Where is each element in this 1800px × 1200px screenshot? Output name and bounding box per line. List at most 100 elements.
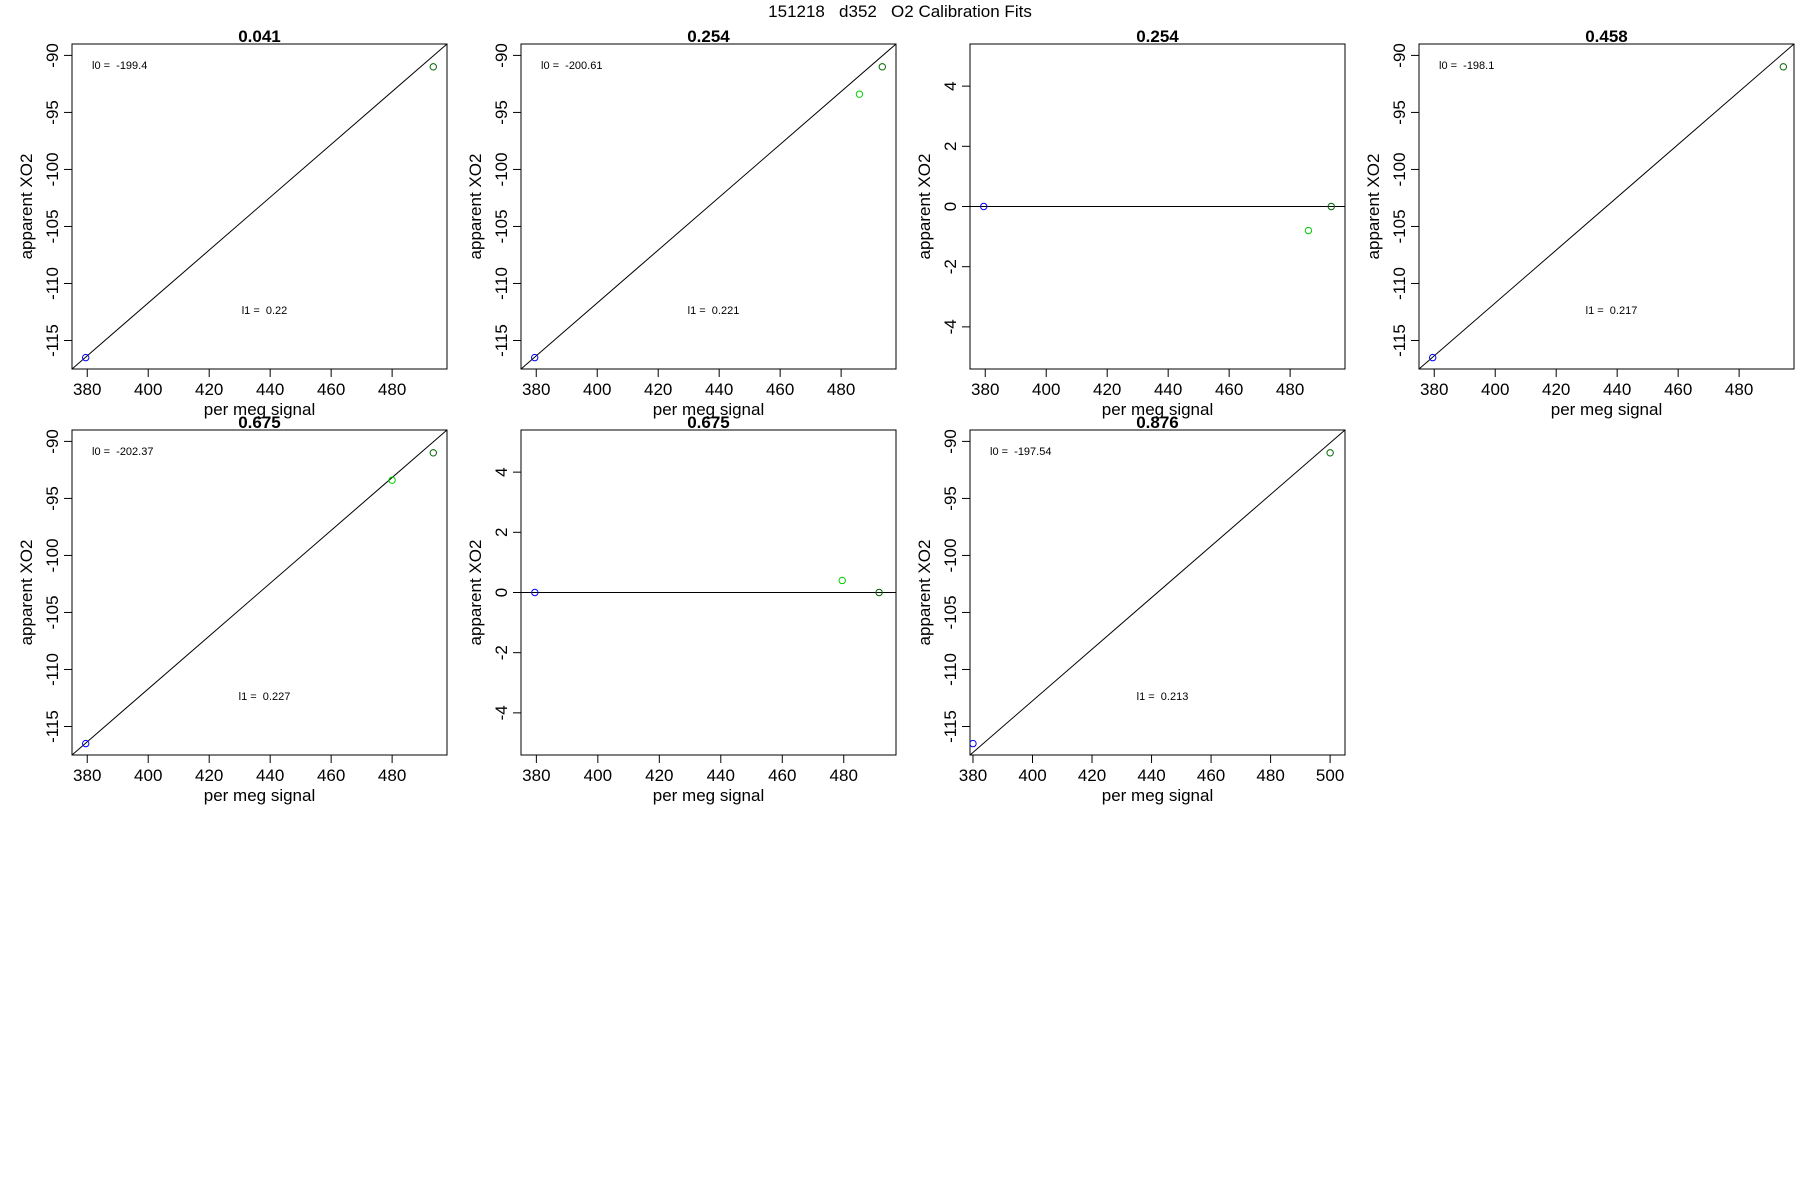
plot-content [521,44,896,369]
data-point [82,739,90,748]
x-tick-label: 380 [1420,380,1448,399]
x-tick-label: 400 [583,380,611,399]
y-tick-label: -2 [941,259,960,274]
x-tick-label: 400 [1481,380,1509,399]
y-tick-label: 4 [941,81,960,90]
y-tick-label: -90 [43,429,62,454]
y-tick-label: -115 [941,710,960,743]
y-axis-label: apparent XO2 [466,154,485,260]
data-point [531,353,539,362]
x-tick-label: 480 [830,766,858,785]
x-tick-label: 400 [584,766,612,785]
y-tick-label: -95 [43,100,62,125]
x-tick-label: 460 [317,380,345,399]
y-tick-label: -4 [492,705,511,720]
plot-content [521,576,896,597]
y-tick-label: -90 [492,43,511,68]
x-tick-label: 460 [766,380,794,399]
x-tick-label: 420 [1093,380,1121,399]
fit-line [1419,44,1794,369]
y-tick-label: -110 [43,653,62,686]
x-tick-label: 460 [317,766,345,785]
y-tick-label: -90 [43,43,62,68]
x-tick-label: 480 [378,380,406,399]
chart-panel-2: 0.254 380 400 420 440 460 480 per meg signal -90… [466,27,897,419]
y-axis-label: apparent XO2 [17,540,36,646]
data-point [980,202,988,211]
data-point [1304,226,1313,235]
x-tick-label: 400 [134,766,162,785]
x-tick-label: 380 [73,766,101,785]
fit-annotation: l1 = 0.217 [1586,305,1638,317]
y-tick-label: 0 [941,202,960,211]
x-tick-label: 440 [256,766,284,785]
x-tick-label: 440 [1154,380,1182,399]
plot-content [72,44,447,369]
y-tick-label: -95 [1390,100,1409,125]
y-tick-label: -105 [941,595,960,629]
data-point [1779,63,1788,71]
page-title-wrap: 151218 d352 O2 Calibration Fits [0,2,1800,22]
fit-annotation: l1 = 0.227 [239,691,291,703]
data-point [82,353,90,362]
data-point [878,63,886,71]
y-axis-label: apparent XO2 [915,154,934,260]
x-tick-label: 420 [1078,766,1106,785]
x-tick-label: 480 [1276,380,1304,399]
x-tick-label: 500 [1316,766,1344,785]
plot-content [970,202,1345,235]
x-axis-label: per meg signal [204,786,316,805]
y-tick-label: -105 [492,209,511,243]
y-tick-label: -105 [43,595,62,629]
fit-annotation: l0 = -199.4 [92,60,147,72]
chart-panel-7: 0.876 380 400 420 440 460 480 500 per meg signal… [915,413,1346,805]
x-tick-label: 420 [1542,380,1570,399]
y-tick-label: -95 [43,486,62,511]
y-tick-label: 0 [492,588,511,597]
y-tick-label: -2 [492,645,511,660]
x-tick-label: 480 [1256,766,1284,785]
chart-panel-5: 0.675 380 400 420 440 460 480 per meg signal -90… [17,413,448,805]
fit-annotation: l0 = -197.54 [990,446,1051,458]
x-tick-label: 420 [644,380,672,399]
fit-annotation: l0 = -198.1 [1439,60,1494,72]
x-tick-label: 380 [971,380,999,399]
fit-line [970,430,1345,755]
y-tick-label: -110 [1390,267,1409,300]
x-tick-label: 400 [134,380,162,399]
chart-title: 0.675 [238,413,281,432]
data-point [388,476,396,484]
data-point [531,588,539,597]
x-tick-label: 380 [73,380,101,399]
x-tick-label: 420 [195,766,223,785]
x-axis-label: per meg signal [653,400,765,419]
x-tick-label: 460 [1197,766,1225,785]
y-tick-label: -100 [941,538,960,572]
x-tick-label: 400 [1032,380,1060,399]
x-tick-label: 480 [1725,380,1753,399]
x-axis-label: per meg signal [1102,786,1214,805]
y-tick-label: 2 [492,528,511,537]
chart-title: 0.458 [1585,27,1628,46]
page-title: 151218 d352 O2 Calibration Fits [768,2,1032,21]
y-tick-label: -90 [941,429,960,454]
x-tick-label: 420 [195,380,223,399]
y-tick-label: -115 [43,324,62,357]
x-tick-label: 440 [1603,380,1631,399]
y-tick-label: -115 [492,324,511,357]
x-tick-label: 440 [1137,766,1165,785]
fit-line [521,44,896,369]
x-tick-label: 380 [522,380,550,399]
data-point [875,588,883,597]
x-tick-label: 380 [522,766,550,785]
fit-annotation: l1 = 0.22 [242,305,288,317]
y-axis-label: apparent XO2 [915,540,934,646]
x-axis-label: per meg signal [1102,400,1214,419]
y-tick-label: -95 [492,100,511,125]
y-tick-label: -100 [1390,152,1409,186]
data-point [429,449,437,457]
y-tick-label: -110 [941,653,960,686]
fit-line [72,44,447,369]
y-tick-label: 2 [941,142,960,151]
